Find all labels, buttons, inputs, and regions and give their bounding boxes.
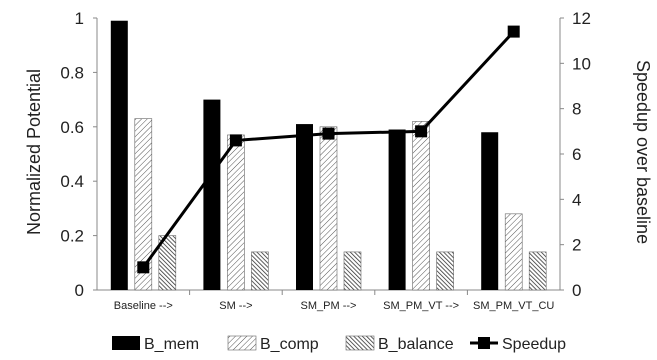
y-tick-label: 0.8 xyxy=(60,63,84,82)
speedup-point xyxy=(507,25,520,38)
legend-label: B_mem xyxy=(144,336,199,353)
speedup-point xyxy=(229,134,242,147)
y2-tick-label: 4 xyxy=(572,190,581,209)
y2-tick-label: 0 xyxy=(572,281,581,300)
bar-b-balance xyxy=(528,251,547,291)
bar-b-mem xyxy=(203,99,221,290)
x-tick-label: SM_PM --> xyxy=(301,300,357,312)
x-tick-label: SM --> xyxy=(219,300,252,312)
legend-swatch-b-balance xyxy=(345,335,375,351)
bar-b-mem xyxy=(296,124,313,290)
bar-b-comp xyxy=(412,121,430,291)
x-tick-label: SM_PM_VT_CU xyxy=(473,300,554,312)
bar-b-balance xyxy=(251,251,269,291)
bar-b-comp xyxy=(319,126,338,291)
y-tick-label: 0.2 xyxy=(60,227,84,246)
legend-label: Speedup xyxy=(502,336,566,353)
legend-swatch-b-comp xyxy=(227,335,257,351)
legend-label: B_comp xyxy=(260,336,319,353)
y-tick-label: 0.6 xyxy=(60,118,84,137)
y2-tick-label: 10 xyxy=(572,54,591,73)
bar-b-balance xyxy=(343,251,362,291)
bar-b-mem xyxy=(481,132,499,290)
bar-b-mem xyxy=(110,20,128,290)
bar-b-comp xyxy=(134,118,153,291)
y2-tick-label: 8 xyxy=(572,100,581,119)
y2-tick-label: 2 xyxy=(572,236,581,255)
speedup-point xyxy=(415,125,428,138)
speedup-point xyxy=(137,261,150,274)
x-tick-label: SM_PM_VT --> xyxy=(383,300,459,312)
y-tick-label: 1 xyxy=(75,9,84,28)
speedup-point xyxy=(322,127,335,140)
y2-tick-label: 6 xyxy=(572,145,581,164)
bar-b-comp xyxy=(504,213,523,291)
y2-axis-title: Speedup over baseline xyxy=(633,60,653,244)
legend-label: B_balance xyxy=(378,336,454,353)
legend-swatch-b-mem xyxy=(112,336,140,350)
y-tick-label: 0.4 xyxy=(60,172,84,191)
legend: B_mem B_comp B_balance Speedup xyxy=(112,335,566,353)
y-axis-title: Normalized Potential xyxy=(24,69,44,235)
legend-swatch-speedup-marker xyxy=(478,337,490,349)
bar-b-mem xyxy=(388,129,406,290)
y2-tick-label: 12 xyxy=(572,9,591,28)
y-tick-label: 0 xyxy=(75,281,84,300)
x-tick-label: Baseline --> xyxy=(114,300,173,312)
bar-b-comp xyxy=(227,134,245,291)
bar-b-balance xyxy=(436,251,454,291)
